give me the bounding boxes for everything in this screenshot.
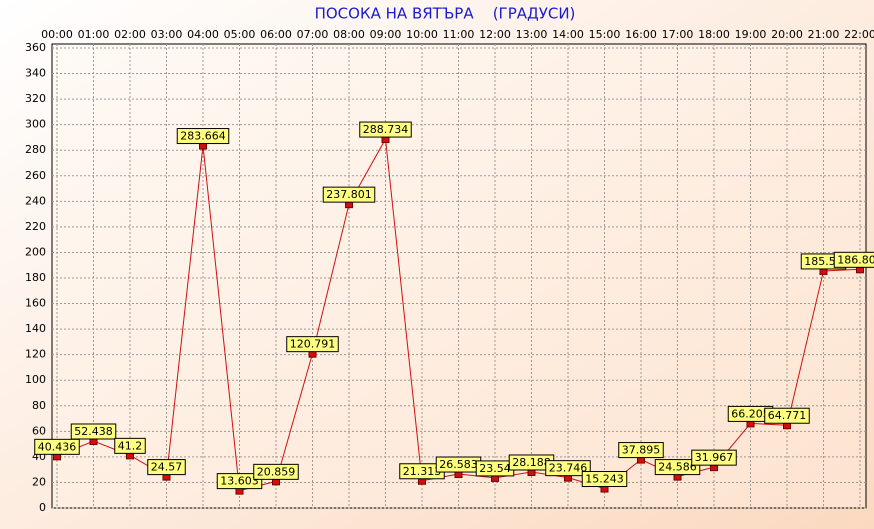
data-label: 24.586 bbox=[658, 461, 697, 474]
label-box bbox=[581, 471, 628, 488]
label-box bbox=[114, 437, 146, 454]
data-label: 28.188 bbox=[512, 456, 551, 469]
x-tick-label: 18:00 bbox=[698, 28, 730, 41]
y-tick-label: 240 bbox=[25, 194, 46, 207]
x-tick-label: 00:00 bbox=[41, 28, 73, 41]
x-tick-label: 02:00 bbox=[114, 28, 146, 41]
x-tick-label: 01:00 bbox=[78, 28, 110, 41]
y-tick-label: 300 bbox=[25, 118, 46, 131]
label-box bbox=[359, 121, 412, 138]
y-tick-label: 200 bbox=[25, 245, 46, 258]
x-tick-label: 11:00 bbox=[443, 28, 475, 41]
label-box bbox=[70, 423, 117, 440]
label-box bbox=[286, 336, 339, 353]
y-tick-label: 120 bbox=[25, 348, 46, 361]
data-label: 20.859 bbox=[257, 465, 296, 478]
y-tick-label: 340 bbox=[25, 67, 46, 80]
data-label: 13.603 bbox=[220, 475, 259, 488]
data-label: 66.205 bbox=[731, 407, 770, 420]
x-tick-label: 17:00 bbox=[662, 28, 694, 41]
x-tick-label: 20:00 bbox=[771, 28, 803, 41]
y-tick-label: 20 bbox=[32, 475, 46, 488]
data-label: 40.436 bbox=[38, 440, 77, 453]
label-box bbox=[322, 186, 376, 203]
data-label: 288.734 bbox=[363, 123, 409, 136]
y-tick-label: 80 bbox=[32, 399, 46, 412]
data-label: 15.243 bbox=[585, 473, 624, 486]
x-tick-label: 06:00 bbox=[260, 28, 292, 41]
y-tick-label: 100 bbox=[25, 373, 46, 386]
data-label: 186.801 bbox=[837, 253, 874, 266]
data-label: 64.771 bbox=[768, 409, 807, 422]
y-tick-label: 60 bbox=[32, 424, 46, 437]
x-tick-label: 07:00 bbox=[297, 28, 329, 41]
label-box bbox=[176, 128, 230, 145]
data-label: 23.54 bbox=[479, 462, 511, 475]
label-box bbox=[654, 459, 701, 476]
label-box bbox=[34, 438, 80, 455]
x-tick-label: 08:00 bbox=[333, 28, 365, 41]
y-tick-label: 320 bbox=[25, 92, 46, 105]
x-tick-label: 09:00 bbox=[370, 28, 402, 41]
y-tick-label: 260 bbox=[25, 169, 46, 182]
x-tick-label: 21:00 bbox=[808, 28, 840, 41]
label-box bbox=[833, 251, 874, 268]
y-tick-label: 360 bbox=[25, 41, 46, 54]
x-tick-label: 14:00 bbox=[552, 28, 584, 41]
chart-title: ПОСОКА НА ВЯТЪРА (ГРАДУСИ) bbox=[315, 5, 576, 23]
data-label: 185.52 bbox=[804, 255, 843, 268]
x-tick-label: 12:00 bbox=[479, 28, 511, 41]
x-tick-label: 10:00 bbox=[406, 28, 438, 41]
data-label: 24.57 bbox=[151, 461, 183, 474]
data-label: 237.801 bbox=[326, 188, 372, 201]
y-tick-label: 160 bbox=[25, 297, 46, 310]
y-tick-label: 140 bbox=[25, 322, 46, 335]
data-label: 26.583 bbox=[439, 458, 478, 471]
label-box bbox=[253, 463, 299, 480]
data-label: 31.967 bbox=[695, 451, 734, 464]
label-box bbox=[216, 473, 263, 490]
data-label: 41.2 bbox=[118, 439, 143, 452]
x-tick-label: 22:00 bbox=[844, 28, 874, 41]
label-box bbox=[147, 459, 186, 476]
x-tick-label: 16:00 bbox=[625, 28, 657, 41]
x-tick-label: 19:00 bbox=[735, 28, 767, 41]
label-box bbox=[691, 449, 737, 466]
label-box bbox=[764, 407, 810, 424]
data-label: 21.313 bbox=[403, 465, 442, 478]
x-tick-label: 05:00 bbox=[224, 28, 256, 41]
y-tick-label: 280 bbox=[25, 143, 46, 156]
label-box bbox=[618, 442, 664, 459]
x-tick-label: 13:00 bbox=[516, 28, 548, 41]
y-tick-label: 220 bbox=[25, 220, 46, 233]
label-box bbox=[545, 460, 591, 477]
data-label: 23.746 bbox=[549, 462, 588, 475]
data-label: 120.791 bbox=[290, 338, 336, 351]
y-tick-label: 180 bbox=[25, 271, 46, 284]
x-tick-label: 15:00 bbox=[589, 28, 621, 41]
data-label: 52.438 bbox=[74, 425, 113, 438]
data-label: 283.664 bbox=[180, 130, 226, 143]
data-label: 37.895 bbox=[622, 444, 661, 457]
x-tick-label: 04:00 bbox=[187, 28, 219, 41]
y-tick-label: 0 bbox=[39, 501, 46, 514]
x-tick-label: 03:00 bbox=[151, 28, 183, 41]
